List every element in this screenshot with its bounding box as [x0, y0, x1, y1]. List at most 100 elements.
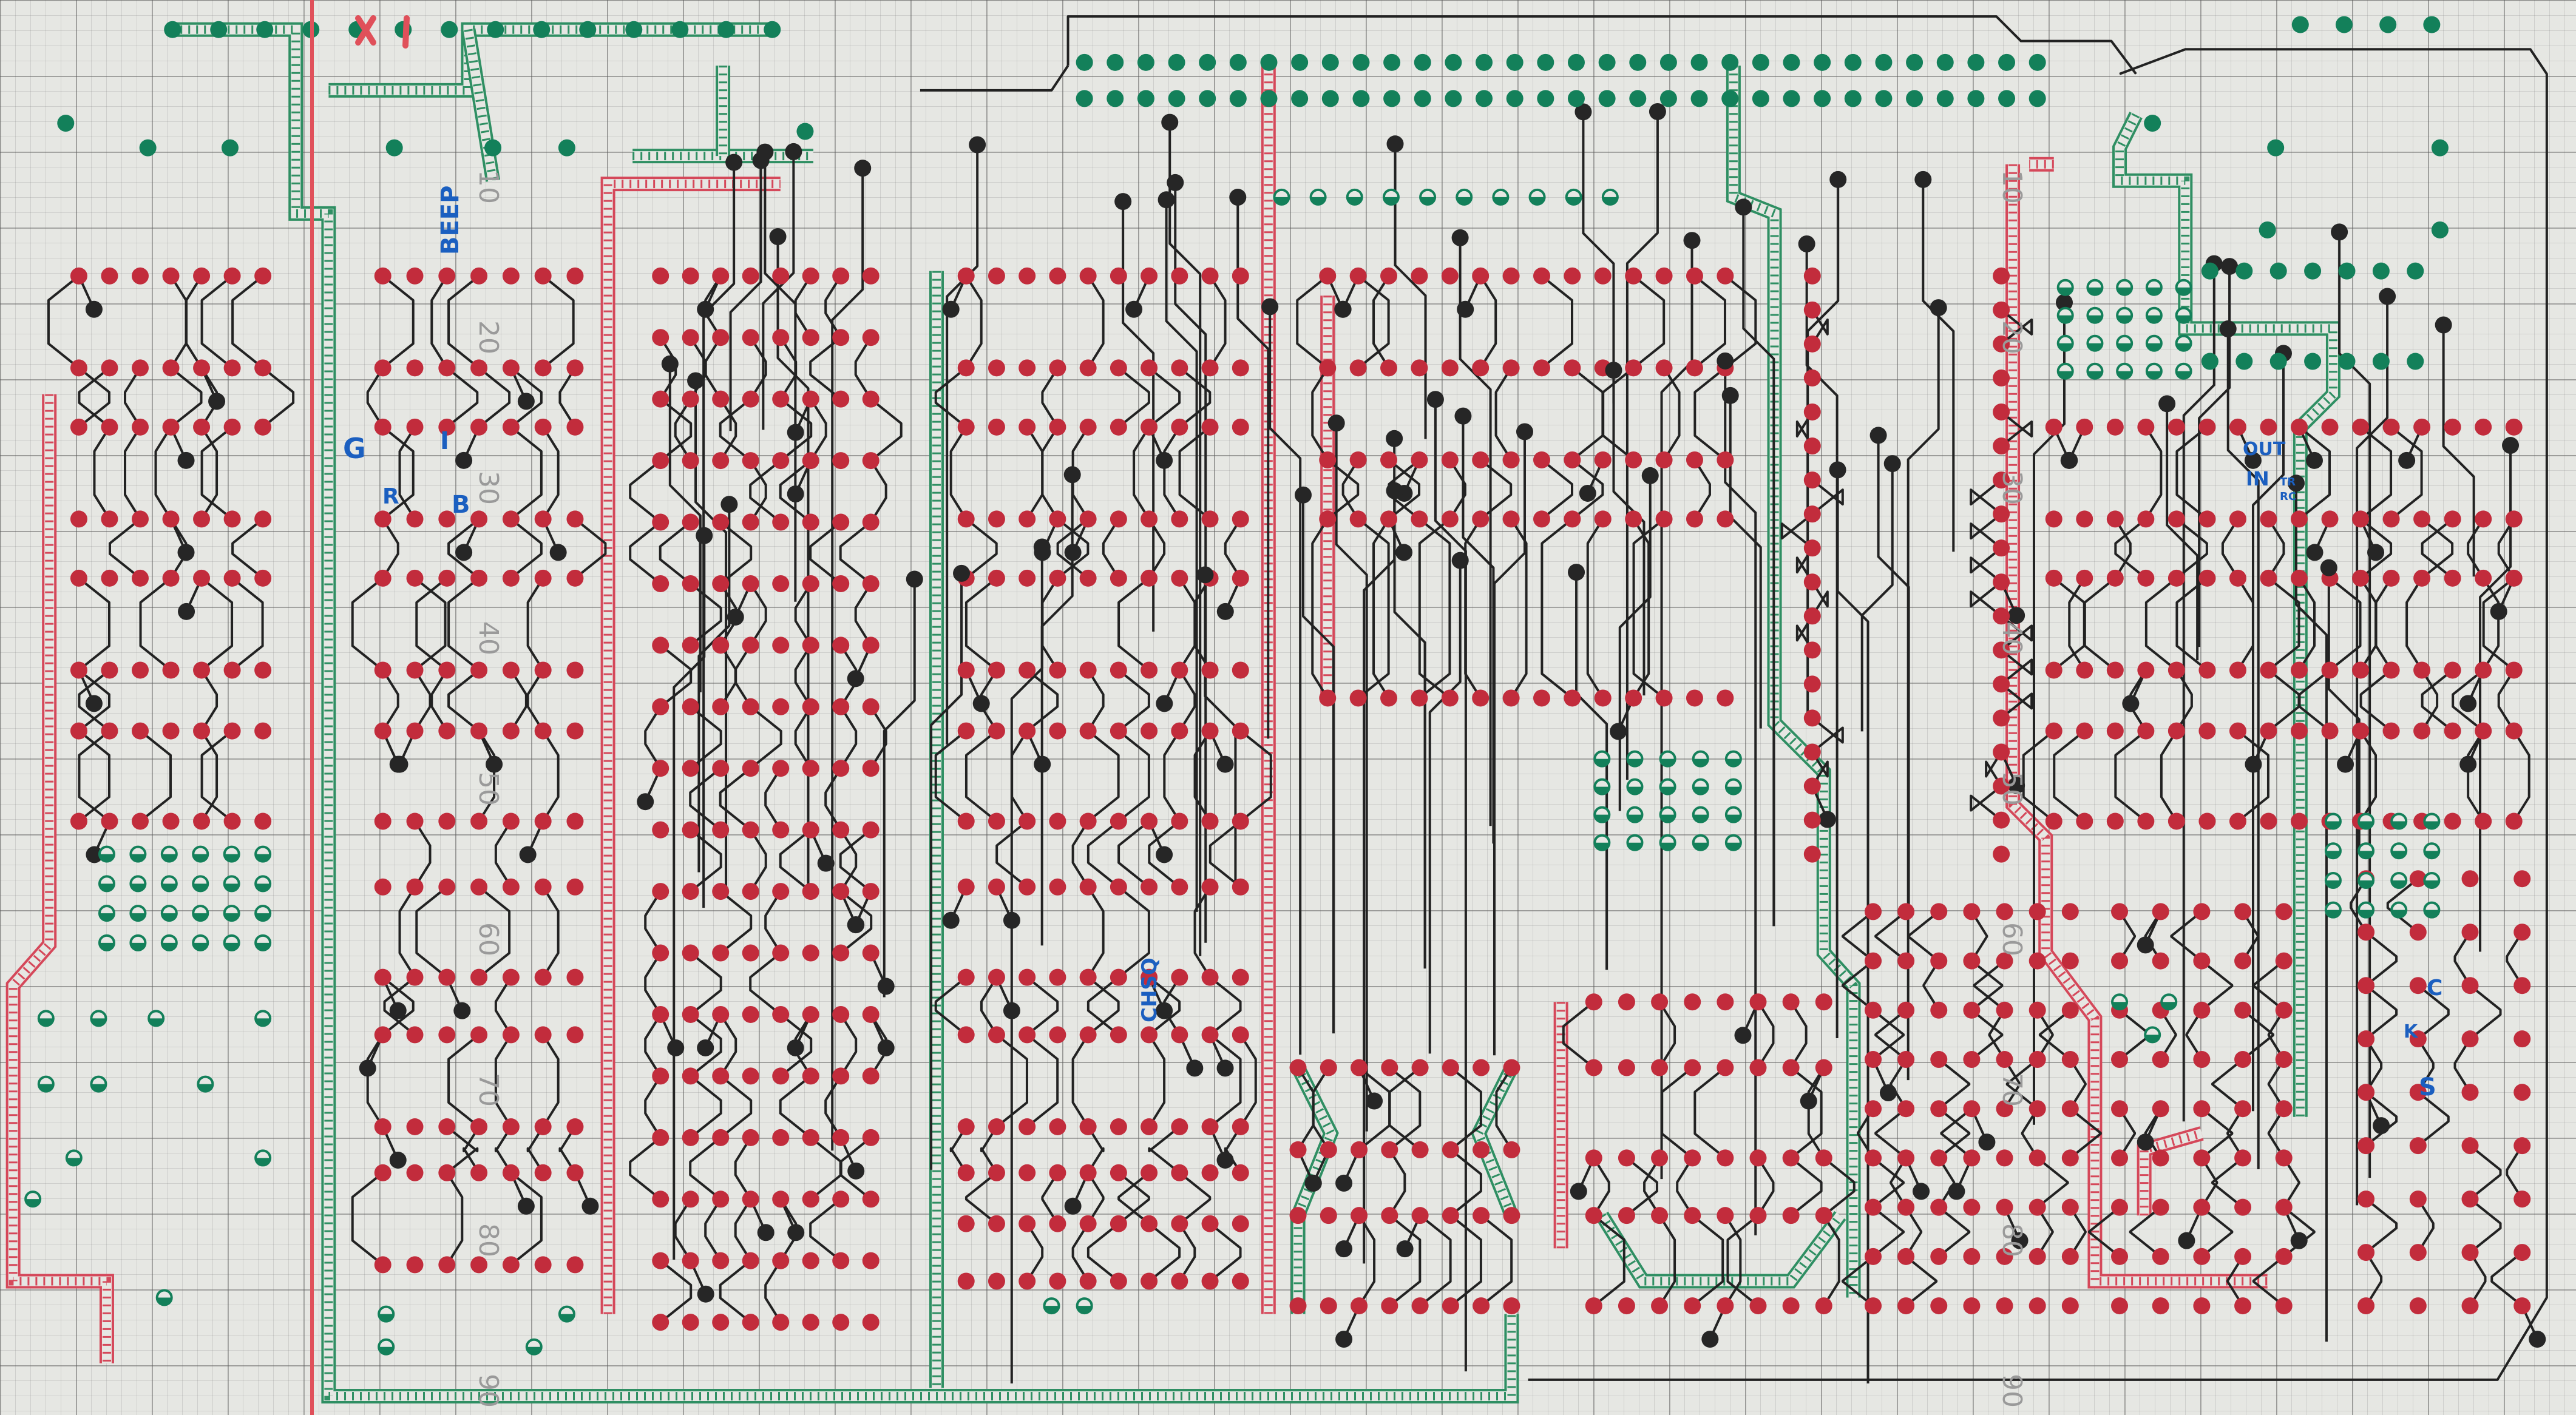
trace — [1643, 1157, 1661, 1217]
pad — [1141, 1164, 1158, 1181]
pad — [177, 544, 195, 561]
trace — [2365, 931, 2398, 987]
pad — [725, 154, 743, 171]
bus-hatch — [2115, 113, 2337, 1117]
pad — [2111, 1051, 2129, 1069]
pad — [1717, 451, 1734, 468]
trace — [2386, 877, 2419, 933]
pad — [772, 1190, 790, 1208]
bus-hatch — [1729, 66, 1858, 1298]
pad — [1864, 1297, 1882, 1315]
pad — [2029, 1001, 2046, 1019]
pad — [1079, 267, 1097, 285]
pad — [862, 821, 880, 839]
pad — [988, 359, 1005, 377]
trace — [2036, 1009, 2054, 1061]
trace — [2036, 1206, 2054, 1257]
pad — [2513, 870, 2531, 888]
pad — [957, 418, 975, 436]
pad — [70, 661, 87, 679]
trace — [1691, 1214, 1724, 1307]
pad — [502, 878, 520, 896]
pad — [2357, 1190, 2375, 1208]
pad — [712, 1252, 730, 1269]
trace — [78, 366, 110, 428]
pad — [374, 1118, 391, 1136]
trace — [2267, 1058, 2285, 1110]
pad — [652, 1314, 669, 1331]
pad — [1803, 471, 1821, 489]
pad — [802, 1252, 819, 1269]
pad — [652, 1190, 669, 1208]
trace — [2497, 669, 2515, 732]
trace — [2114, 518, 2147, 579]
pad — [2305, 451, 2323, 469]
pad-half-fill — [193, 883, 208, 891]
pad — [2290, 569, 2308, 587]
trace — [1071, 820, 1090, 888]
pad — [2076, 661, 2093, 679]
trace — [690, 951, 722, 1016]
pad — [1930, 1100, 1948, 1118]
pad — [1930, 1248, 1948, 1265]
pad — [1618, 1207, 1635, 1224]
pad — [455, 544, 473, 561]
pad — [406, 812, 424, 830]
trace — [1795, 411, 1814, 447]
pad — [2219, 320, 2237, 338]
pad — [2409, 870, 2427, 888]
trace — [1811, 581, 1829, 617]
pad — [764, 21, 781, 38]
pad — [1506, 53, 1524, 71]
pad — [1803, 675, 1821, 693]
pad — [988, 1164, 1005, 1181]
pad-half-fill — [2325, 880, 2340, 888]
pad-half-fill — [99, 913, 114, 921]
pad — [2321, 418, 2339, 436]
pad-half-fill — [38, 1084, 53, 1092]
pad — [1049, 1118, 1066, 1136]
pad-half-fill — [2424, 821, 2439, 829]
pad — [667, 1039, 685, 1056]
pad — [1232, 1026, 1249, 1044]
pad — [2513, 977, 2531, 995]
trace — [2118, 1108, 2137, 1159]
pad — [1598, 90, 1616, 107]
pad — [1141, 359, 1158, 377]
pad — [1914, 171, 1932, 188]
border-trace — [1528, 48, 2548, 1381]
trace — [980, 976, 998, 1036]
pad — [862, 1005, 880, 1023]
pad — [1110, 1118, 1127, 1136]
pad — [1996, 952, 2013, 970]
trace — [1357, 518, 1390, 700]
pad — [406, 1164, 424, 1181]
pad — [254, 569, 272, 587]
trace — [719, 1260, 751, 1323]
pad — [1319, 359, 1337, 377]
pad — [1156, 451, 1173, 469]
pad — [1201, 418, 1219, 436]
pad — [70, 267, 87, 285]
trace — [2226, 1255, 2244, 1307]
pad — [2459, 695, 2477, 712]
pad — [1110, 418, 1127, 436]
trace — [2417, 984, 2450, 1040]
pad — [1963, 1100, 1981, 1118]
pad — [1349, 267, 1367, 285]
trace — [1586, 518, 1604, 699]
trace — [200, 577, 234, 672]
pad — [2352, 722, 2370, 740]
trace — [123, 367, 141, 428]
pad-half-fill — [2391, 880, 2407, 888]
pad — [2321, 510, 2339, 528]
pad — [1079, 359, 1097, 377]
pad — [2061, 952, 2079, 970]
pad — [796, 123, 814, 140]
pad — [757, 1224, 774, 1241]
pad-half-fill — [256, 1018, 271, 1026]
pad — [712, 390, 730, 408]
pad — [164, 21, 181, 38]
pad — [1476, 90, 1493, 107]
pad — [1110, 1164, 1127, 1181]
